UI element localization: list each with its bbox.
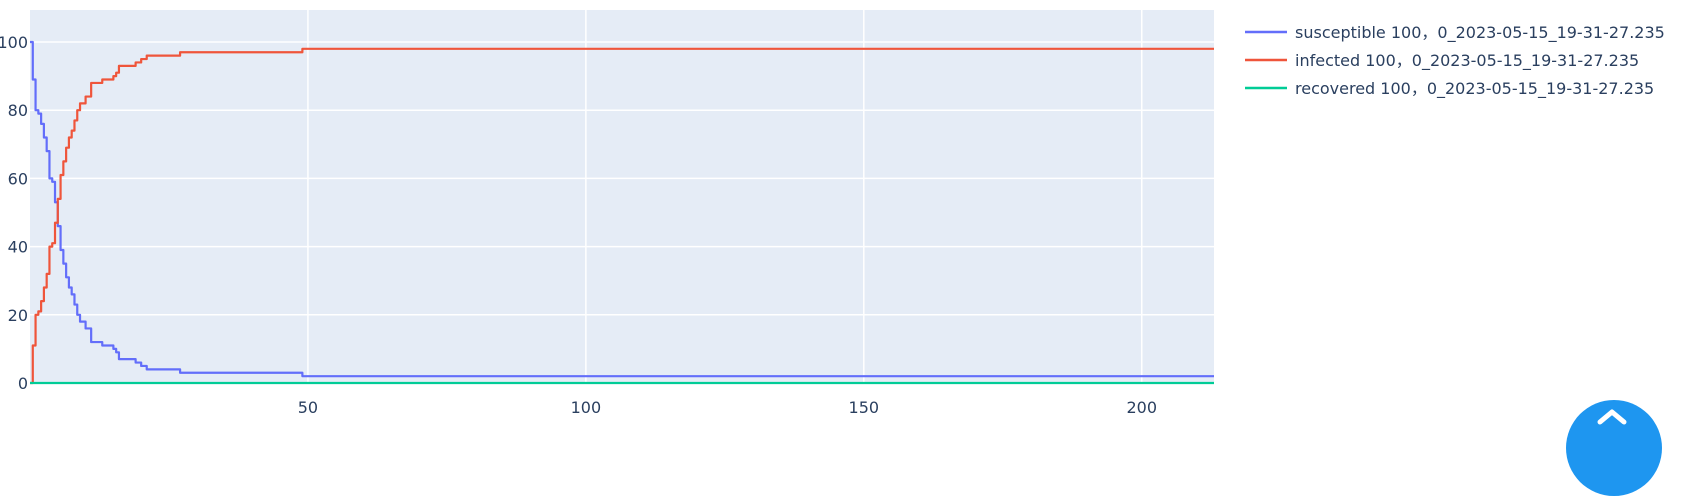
legend-label: susceptible 100，0_2023-05-15_19-31-27.23… — [1295, 23, 1665, 43]
y-tick-label: 60 — [8, 169, 28, 188]
x-tick-label: 200 — [1126, 398, 1157, 417]
y-tick-label: 0 — [18, 374, 28, 393]
y-tick-label: 80 — [8, 101, 28, 120]
plot-area — [30, 10, 1214, 383]
y-gridlines — [30, 41, 1214, 316]
y-tick-label: 100 — [0, 33, 28, 52]
series-lines — [30, 40, 1214, 385]
legend-item-2[interactable]: recovered 100，0_2023-05-15_19-31-27.235 — [1245, 79, 1654, 99]
x-axis-ticks: 50 100 150 200 — [298, 398, 1157, 417]
chart-root: 50 100 150 200 0 20 40 60 80 100 susceptible 100… — [0, 10, 1665, 417]
x-tick-label: 50 — [298, 398, 318, 417]
series-line-0 — [30, 40, 1214, 378]
x-gridlines — [307, 10, 1143, 383]
legend-item-0[interactable]: susceptible 100，0_2023-05-15_19-31-27.23… — [1245, 23, 1665, 43]
x-tick-label: 100 — [571, 398, 602, 417]
collapse-arrows-icon — [1597, 409, 1627, 425]
x-tick-label: 150 — [849, 398, 880, 417]
legend-label: recovered 100，0_2023-05-15_19-31-27.235 — [1295, 79, 1654, 99]
fab-button[interactable] — [1566, 400, 1662, 496]
legend-label: infected 100，0_2023-05-15_19-31-27.235 — [1295, 51, 1639, 71]
legend[interactable]: susceptible 100，0_2023-05-15_19-31-27.23… — [1245, 23, 1665, 99]
sir-line-chart: 50 100 150 200 0 20 40 60 80 100 susceptible 100… — [0, 10, 1665, 417]
y-tick-label: 40 — [8, 238, 28, 257]
y-axis-ticks: 0 20 40 60 80 100 — [0, 33, 28, 393]
legend-item-1[interactable]: infected 100，0_2023-05-15_19-31-27.235 — [1245, 51, 1639, 71]
y-tick-label: 20 — [8, 306, 28, 325]
series-line-1 — [30, 47, 1214, 385]
